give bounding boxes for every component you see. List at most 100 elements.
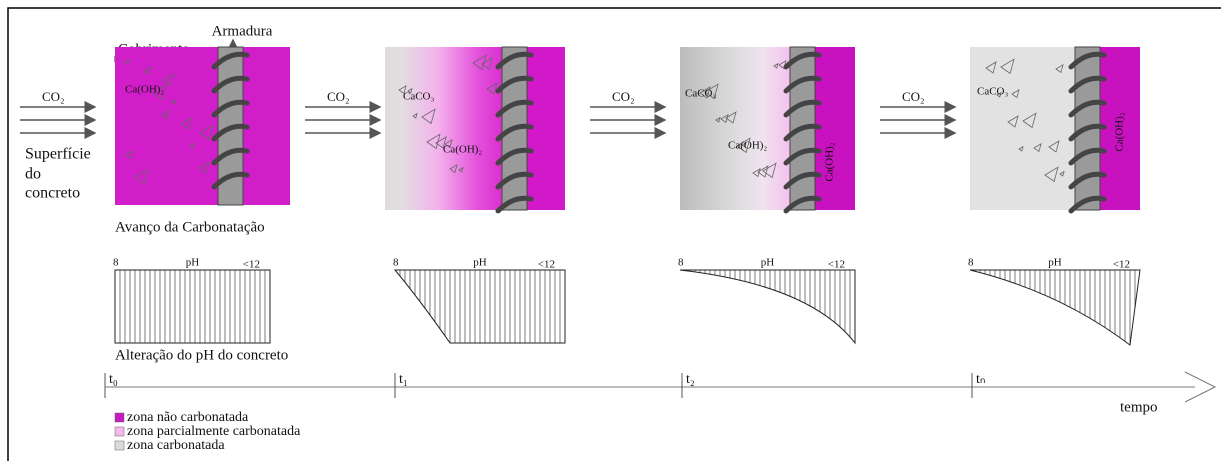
time-label: t₂ [686,372,695,387]
ph-name: pH [473,257,487,269]
aggregate [1018,145,1024,152]
legend-swatch [114,440,125,451]
legend-label: zona não carbonatada [127,410,249,425]
aggregate [171,98,177,105]
rebar-rib [211,99,250,118]
rebar-rib [495,147,534,166]
timeline-arrow [1184,371,1217,403]
rebar-rib [783,171,822,190]
legend-label: zona parcialmente carbonatada [127,424,301,439]
ph-hatch [970,270,1140,345]
aggregate [444,138,453,149]
concrete-right [243,47,290,205]
rebar-rib [1068,171,1107,190]
aggregate [199,124,214,141]
legend-swatch [114,426,125,437]
aggregate [1055,63,1064,74]
co2-label: CO₂ [902,89,925,104]
rebar-rib [495,123,534,142]
surface-label: do [25,166,41,183]
aggregate [134,168,149,185]
zone-label: Ca(OH)₂ [443,144,482,156]
aggregate [162,73,174,86]
ph-start: 8 [968,257,974,269]
time-label: t₁ [399,372,408,387]
aggregate [426,133,441,150]
rebar-rib [495,195,534,214]
zone-label: Ca(OH)₂ [125,84,164,96]
rebar-rib [783,195,822,214]
ph-start: 8 [113,257,119,269]
ph-end: <12 [828,259,845,271]
rebar-rib [1068,99,1107,118]
legend-swatch [114,412,125,423]
ph-outline [114,269,271,344]
aggregate [725,111,737,124]
aggregate [1048,140,1060,153]
aggregate [152,84,167,101]
aggregate [421,108,436,125]
aggregate [757,165,769,178]
co2-label: CO₂ [327,89,350,104]
ph-end: <12 [243,259,260,271]
section-label: Alteração do pH do concreto [115,347,288,363]
legend-label: zona carbonatada [127,438,225,453]
zone-label: CaCO₃ [403,91,435,103]
rebar-rib [495,99,534,118]
aggregate [125,149,134,160]
ph-name: pH [761,257,775,269]
aggregate [143,65,152,76]
aggregate [449,163,458,174]
ph-name: pH [1048,257,1062,269]
surface-label: concreto [25,185,80,202]
aggregate [704,83,719,100]
ph-end: <12 [538,259,555,271]
aggregate [762,162,777,179]
rebar-rib [495,75,534,94]
aggregate [1011,88,1020,99]
co2-label: CO₂ [612,89,635,104]
aggregate [1000,58,1015,75]
aggregate [773,62,779,69]
concrete-left [115,47,218,205]
rebar-rib [1068,195,1107,214]
ph-hatch [115,270,270,343]
zone-label: Ca(OH)₂ [728,140,767,152]
aggregate [996,91,1002,98]
aggregate [1059,170,1065,177]
ph-name: pH [186,257,200,269]
aggregate [1044,166,1059,183]
zone-label: Ca(OH)₂ [824,142,836,181]
ph-start: 8 [393,257,399,269]
rebar-rib [211,123,250,142]
rebar-rib [783,51,822,70]
rebar-rib [783,99,822,118]
surface-label: Superfície [25,146,91,163]
aggregate [486,82,498,95]
aggregate [985,61,997,74]
aggregate [472,54,487,71]
rebar-rib [1068,75,1107,94]
ph-start: 8 [678,257,684,269]
rebar-rib [783,147,822,166]
ph-hatch [395,270,565,343]
concrete-right [815,47,855,210]
rebar-rib [495,51,534,70]
zone-label: CaCO₃ [977,86,1009,98]
aggregate [161,109,170,120]
rebar-rib [211,147,250,166]
rebar-rib [495,171,534,190]
aggregate [715,116,721,123]
rebar-rib [211,51,250,70]
concrete-left [680,47,790,210]
rebar-rib [1068,51,1107,70]
aggregate [699,86,711,99]
concrete-left [970,47,1075,210]
aggregate [1033,142,1042,153]
concrete-right [527,47,565,210]
concrete-right [1100,47,1140,210]
aggregate [180,117,192,130]
rebar-rib [783,123,822,142]
aggregate [741,141,747,148]
